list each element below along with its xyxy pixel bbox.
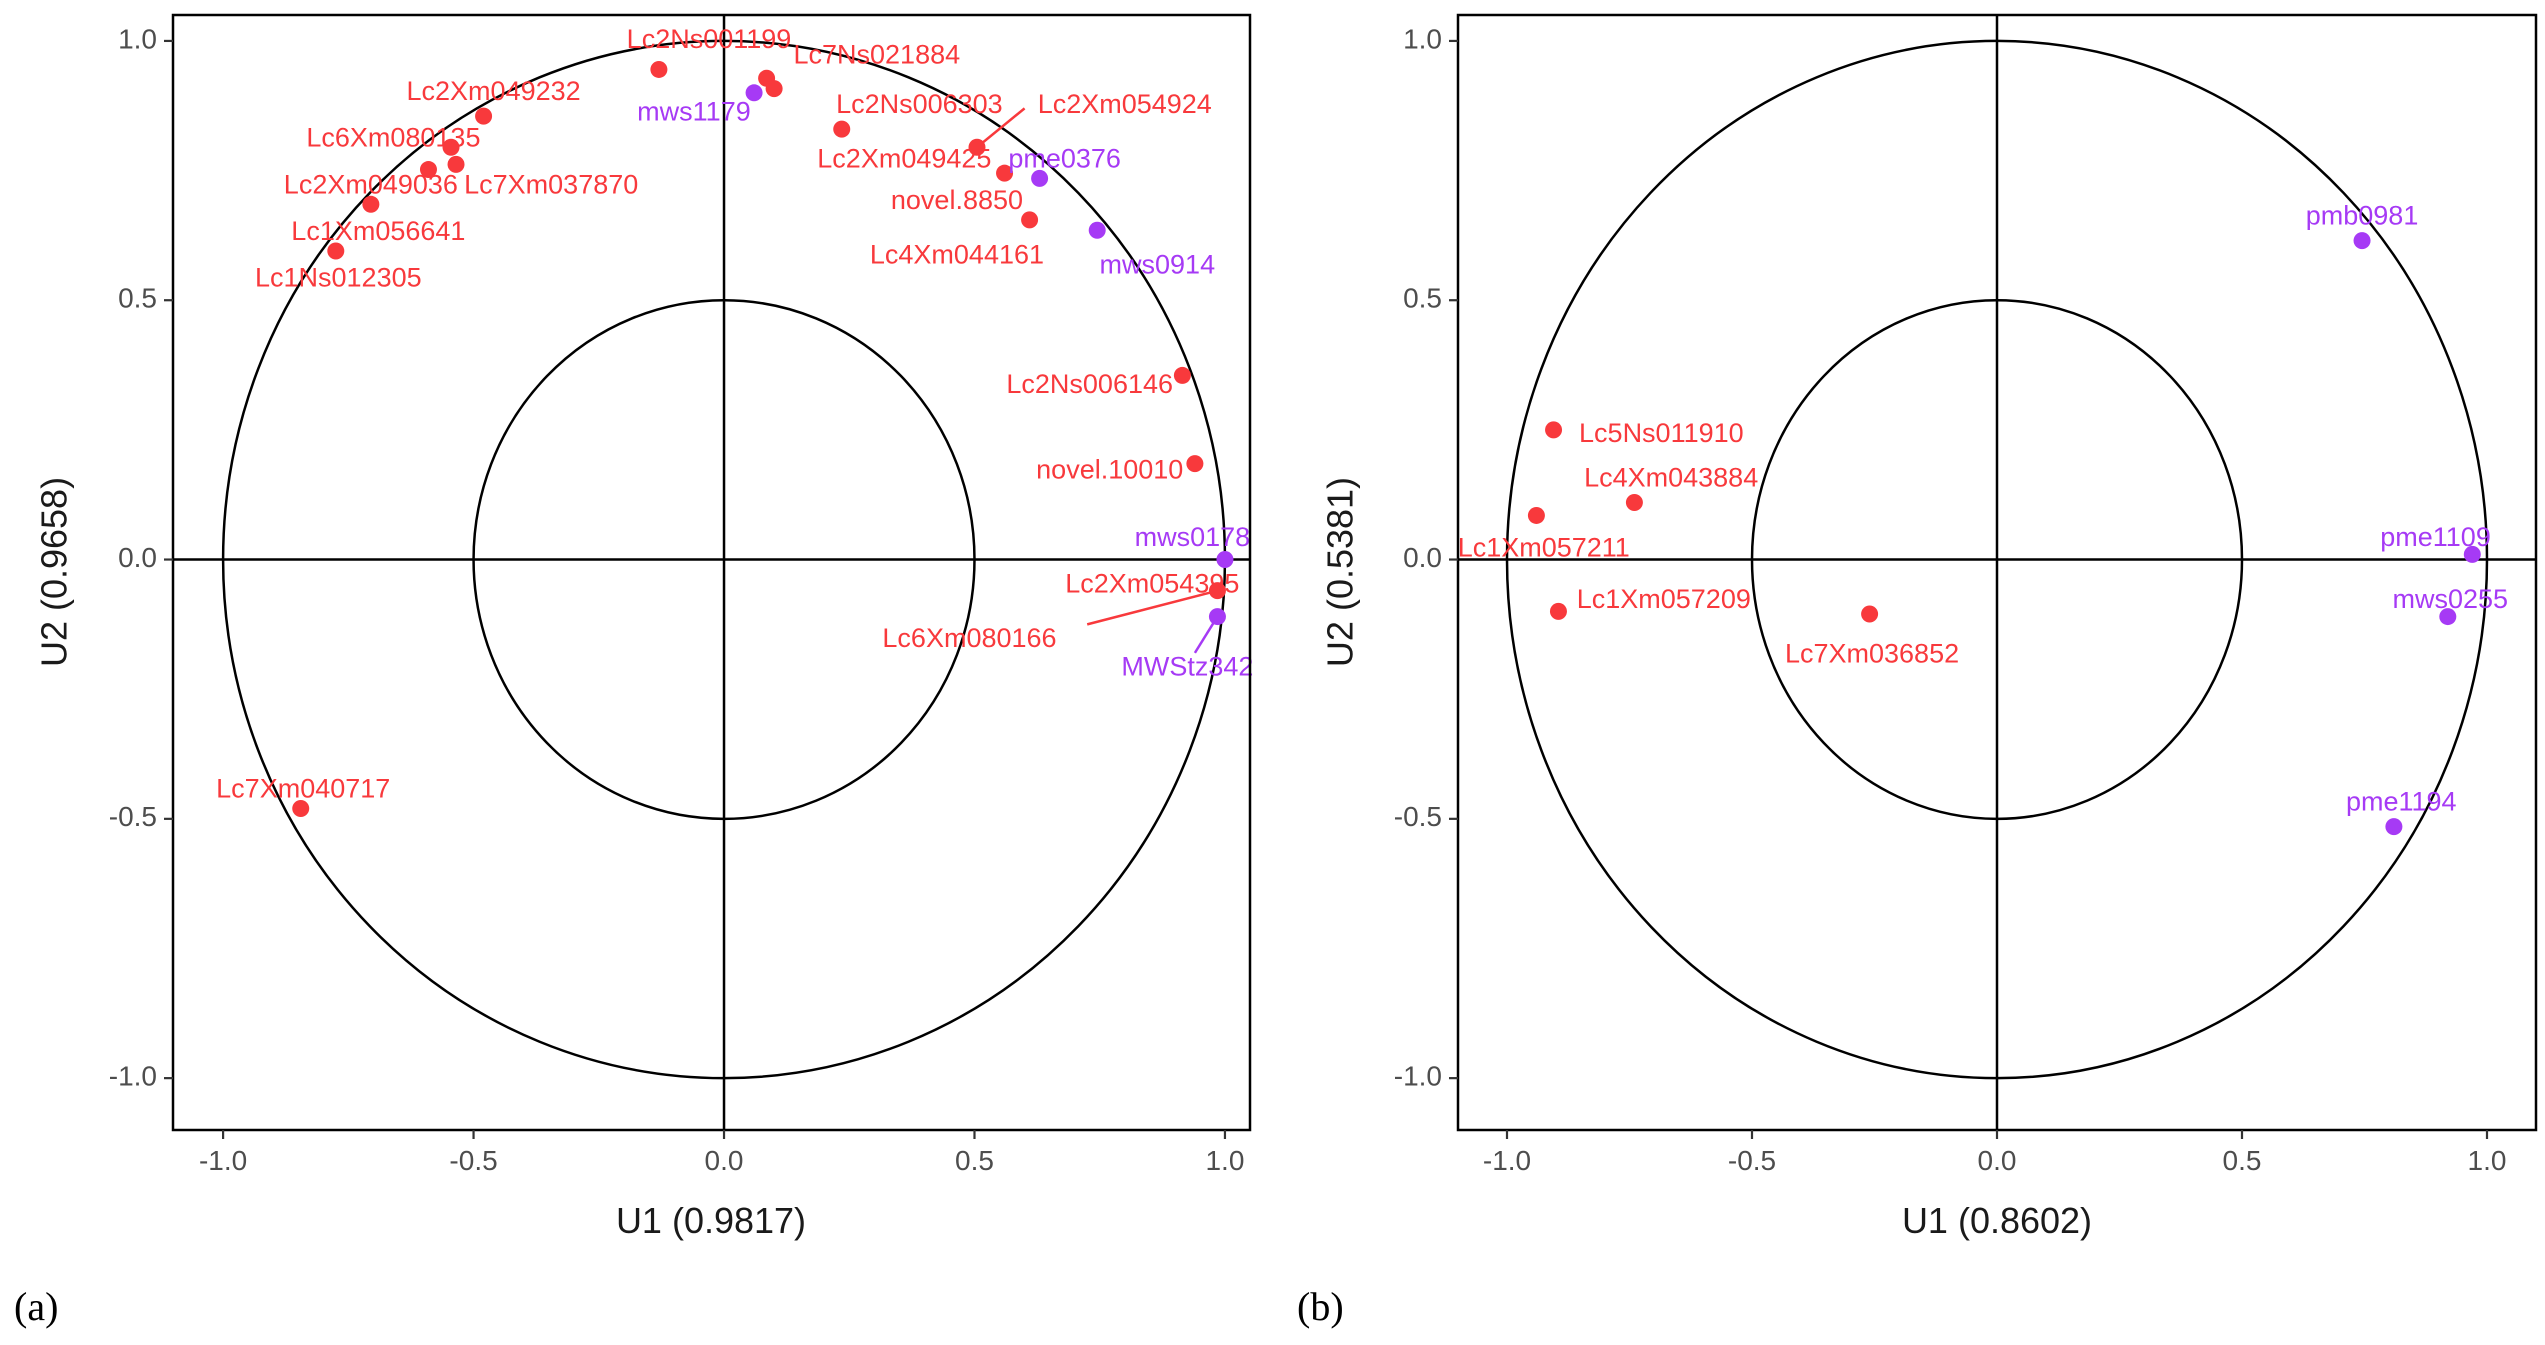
point-lc7ns021884b (765, 80, 783, 98)
point-label-lc1xm057209: Lc1Xm057209 (1577, 584, 1751, 614)
point-label-mws0914: mws0914 (1100, 250, 1216, 280)
point-lc2ns001199 (650, 60, 668, 78)
point-lc1xm057211 (1527, 506, 1545, 524)
point-lc1xm057209 (1549, 602, 1567, 620)
plot-area-b (1458, 15, 2536, 1130)
point-pme1194 (2385, 818, 2403, 836)
point-lc7xm037870 (447, 155, 465, 173)
y-tick-label: 1.0 (118, 23, 157, 54)
point-novel-10010 (1186, 455, 1204, 473)
point-label-lc7xm036852: Lc7Xm036852 (1785, 639, 1959, 669)
panel-label: (b) (1297, 1284, 1344, 1329)
point-label-lc1xm057211: Lc1Xm057211 (1458, 532, 1630, 562)
point-pme1109 (2463, 545, 2481, 563)
point-pmb0981 (2353, 232, 2371, 250)
x-tick-label: 0.5 (955, 1145, 994, 1176)
panel-b: pmb0981 Lc5Ns011910 Lc4Xm043884 Lc1Xm057211… (1297, 13, 2538, 1329)
y-tick-label: 1.0 (1403, 23, 1442, 54)
y-axis-label: U2 (0.5381) (1320, 477, 1361, 667)
y-tick-label: -1.0 (1394, 1061, 1442, 1092)
point-label-lc1ns012305: Lc1Ns012305 (255, 263, 422, 293)
point-lc7xm036852 (1861, 605, 1879, 623)
point-label-lc2xm049036: Lc2Xm049036 (284, 169, 458, 199)
x-tick-label: 1.0 (1205, 1145, 1244, 1176)
y-tick-label: -0.5 (109, 801, 157, 832)
point-label-lc1xm056641: Lc1Xm056641 (291, 216, 465, 246)
y-tick-label: 0.5 (1403, 283, 1442, 314)
y-tick-label: 0.0 (118, 542, 157, 573)
point-label-novel-8850: novel.8850 (891, 185, 1023, 215)
point-label-lc6xm080135: Lc6Xm080135 (306, 123, 480, 153)
point-label-lc2xm049425: Lc2Xm049425 (817, 143, 991, 173)
point-lc2xm049232 (475, 107, 493, 125)
point-lc4xm043884 (1625, 493, 1643, 511)
x-tick-label: 0.0 (1978, 1145, 2017, 1176)
point-label-lc7xm040717: Lc7Xm040717 (216, 773, 390, 803)
point-label-mwstz342: MWStz342 (1121, 652, 1253, 682)
point-label-mws0178: mws0178 (1135, 522, 1251, 552)
x-axis-label: U1 (0.8602) (1902, 1200, 2092, 1241)
point-label-lc4xm043884: Lc4Xm043884 (1584, 462, 1758, 492)
point-label-mws0255: mws0255 (2392, 584, 2508, 614)
x-tick-label: -1.0 (199, 1145, 247, 1176)
point-label-lc2ns006303: Lc2Ns006303 (836, 89, 1003, 119)
y-tick-label: -1.0 (109, 1061, 157, 1092)
y-tick-label: -0.5 (1394, 801, 1442, 832)
point-lc2xm054395 (1208, 582, 1226, 600)
point-lc1ns012305 (327, 242, 345, 260)
point-label-lc5ns011910: Lc5Ns011910 (1579, 418, 1744, 448)
x-tick-label: -0.5 (449, 1145, 497, 1176)
point-label-lc2ns001199: Lc2Ns001199 (627, 24, 792, 54)
point-label-lc2xm049232: Lc2Xm049232 (407, 76, 581, 106)
point-label-lc7ns021884: Lc7Ns021884 (793, 40, 960, 70)
x-tick-label: 1.0 (2468, 1145, 2507, 1176)
plot-area-a (173, 15, 1250, 1130)
point-label-pme1194: pme1194 (2346, 786, 2457, 816)
point-novel-8850 (1021, 211, 1039, 229)
x-axis-label: U1 (0.9817) (616, 1200, 806, 1241)
point-label-lc7xm037870: Lc7Xm037870 (464, 169, 638, 199)
point-label-lc2xm054395: Lc2Xm054395 (1065, 569, 1239, 599)
point-lc2xm049036 (419, 161, 437, 179)
point-mws0255 (2439, 608, 2457, 626)
point-lc6xm080135 (442, 138, 460, 156)
point-label-lc4xm044161: Lc4Xm044161 (870, 239, 1044, 269)
point-lc2xm049425 (996, 164, 1014, 182)
leader-line (1086, 589, 1218, 626)
point-label-lc6xm080166: Lc6Xm080166 (882, 623, 1056, 653)
point-pme0376 (1031, 169, 1049, 187)
x-tick-label: 0.5 (2223, 1145, 2262, 1176)
y-tick-label: 0.5 (118, 283, 157, 314)
point-mws1179 (745, 84, 763, 102)
point-label-novel-10010: novel.10010 (1036, 454, 1183, 484)
plot-frame-a (171, 13, 1252, 1132)
leader-line (976, 107, 1026, 149)
point-lc2ns006146 (1173, 366, 1191, 384)
point-mwstz342 (1208, 608, 1226, 626)
point-label-pme0376: pme0376 (1008, 143, 1121, 173)
point-label-lc2xm054924: Lc2Xm054924 (1038, 89, 1212, 119)
point-lc2xm054924 (968, 138, 986, 156)
point-lc1xm056641 (362, 195, 380, 213)
y-tick-label: 0.0 (1403, 542, 1442, 573)
panel-label: (a) (14, 1284, 58, 1329)
point-lc5ns011910 (1545, 421, 1563, 439)
x-tick-label: 0.0 (705, 1145, 744, 1176)
point-label-mws1179: mws1179 (637, 97, 751, 127)
point-mws0178 (1216, 551, 1234, 569)
x-tick-label: -1.0 (1483, 1145, 1531, 1176)
point-lc7xm040717 (292, 799, 310, 817)
point-label-pmb0981: pmb0981 (2306, 200, 2419, 230)
point-label-lc2ns006146: Lc2Ns006146 (1006, 369, 1173, 399)
x-tick-label: -0.5 (1728, 1145, 1776, 1176)
point-lc2ns006303 (833, 120, 851, 138)
y-axis-label: U2 (0.9658) (34, 477, 75, 667)
point-mws0914 (1088, 221, 1106, 239)
point-label-pme1109: pme1109 (2380, 522, 2491, 552)
